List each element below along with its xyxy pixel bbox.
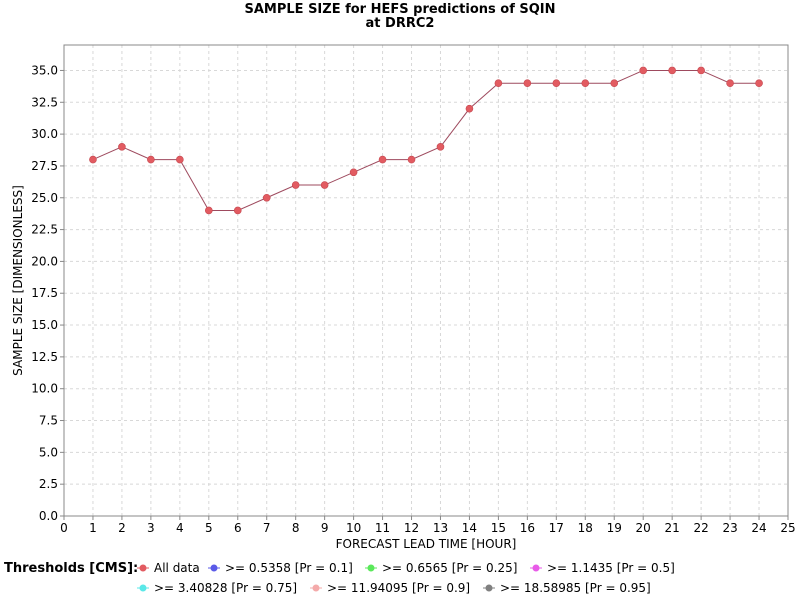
data-point bbox=[610, 79, 619, 87]
y-axis-label: SAMPLE SIZE [DIMENSIONLESS] bbox=[11, 185, 25, 376]
y-tick-label: 7.5 bbox=[39, 414, 58, 428]
legend-label: >= 1.1435 [Pr = 0.5] bbox=[547, 561, 675, 575]
data-point bbox=[262, 193, 271, 202]
x-tick-label: 9 bbox=[321, 521, 329, 535]
plot-area bbox=[63, 44, 789, 517]
data-point bbox=[494, 79, 503, 87]
data-point bbox=[233, 206, 242, 215]
data-point bbox=[89, 155, 97, 164]
data-point bbox=[349, 168, 358, 177]
data-point bbox=[407, 155, 416, 164]
x-tick-label: 17 bbox=[549, 521, 564, 535]
data-point bbox=[697, 66, 705, 75]
series bbox=[89, 66, 763, 215]
y-axis: 0.0 2.5 5.0 7.5 10.0 12.5 15.0 17.5 20.0 22.5 25.0… bbox=[31, 63, 64, 523]
x-tick-label: 1 bbox=[89, 521, 97, 535]
legend-marker-swatch bbox=[139, 584, 147, 592]
y-tick-label: 10.0 bbox=[31, 382, 58, 396]
data-point bbox=[726, 79, 734, 87]
x-tick-label: 18 bbox=[578, 521, 593, 535]
legend-marker-swatch bbox=[532, 564, 540, 572]
data-point bbox=[581, 79, 590, 87]
x-tick-label: 23 bbox=[722, 521, 737, 535]
legend-entry: >= 18.58985 [Pr = 0.95] bbox=[483, 581, 651, 595]
x-tick-label: 25 bbox=[780, 521, 795, 535]
legend-marker-swatch bbox=[312, 584, 320, 592]
grid bbox=[64, 45, 789, 516]
y-tick-label: 17.5 bbox=[31, 286, 58, 300]
legend-entry: >= 3.40828 [Pr = 0.75] bbox=[137, 581, 297, 595]
legend-title: Thresholds [CMS]: bbox=[4, 561, 138, 576]
legend-marker-swatch bbox=[210, 564, 218, 572]
y-tick-label: 12.5 bbox=[31, 350, 58, 364]
data-point bbox=[378, 155, 387, 164]
legend-entry: >= 0.6565 [Pr = 0.25] bbox=[365, 561, 517, 575]
x-tick-label: 19 bbox=[607, 521, 622, 535]
y-tick-label: 15.0 bbox=[31, 318, 58, 332]
data-point bbox=[523, 79, 532, 87]
y-tick-label: 22.5 bbox=[31, 223, 58, 237]
data-point bbox=[755, 79, 763, 87]
x-tick-label: 11 bbox=[375, 521, 390, 535]
x-tick-label: 14 bbox=[462, 521, 477, 535]
data-point bbox=[118, 143, 126, 151]
legend-entry: >= 1.1435 [Pr = 0.5] bbox=[530, 561, 675, 575]
x-tick-label: 22 bbox=[693, 521, 708, 535]
data-point bbox=[320, 181, 329, 189]
legend-marker-swatch bbox=[485, 584, 493, 592]
y-tick-label: 27.5 bbox=[31, 159, 58, 173]
legend-entry: >= 11.94095 [Pr = 0.9] bbox=[310, 581, 470, 595]
data-point bbox=[465, 104, 474, 113]
legend-label: >= 11.94095 [Pr = 0.9] bbox=[327, 581, 470, 595]
y-tick-label: 25.0 bbox=[31, 191, 58, 205]
y-tick-label: 32.5 bbox=[31, 95, 58, 109]
x-tick-label: 20 bbox=[636, 521, 651, 535]
y-tick-label: 35.0 bbox=[31, 63, 58, 77]
x-tick-label: 16 bbox=[520, 521, 535, 535]
legend-marker-swatch bbox=[139, 564, 147, 572]
legend-label: >= 3.40828 [Pr = 0.75] bbox=[154, 581, 297, 595]
x-tick-label: 6 bbox=[234, 521, 242, 535]
y-tick-label: 2.5 bbox=[39, 477, 58, 491]
legend: Thresholds [CMS]: All data >= 0.5358 [Pr … bbox=[4, 561, 675, 595]
series-line bbox=[92, 69, 760, 211]
x-tick-label: 12 bbox=[404, 521, 419, 535]
legend-label: All data bbox=[154, 561, 200, 575]
x-tick-label: 21 bbox=[665, 521, 680, 535]
x-tick-label: 2 bbox=[118, 521, 126, 535]
chart-title-line1: SAMPLE SIZE for HEFS predictions of SQIN bbox=[244, 2, 555, 17]
y-tick-label: 0.0 bbox=[39, 509, 58, 523]
legend-entry: All data bbox=[137, 561, 200, 575]
data-point bbox=[291, 181, 300, 189]
legend-label: >= 0.5358 [Pr = 0.1] bbox=[225, 561, 353, 575]
x-tick-label: 3 bbox=[147, 521, 155, 535]
data-point bbox=[552, 79, 561, 87]
legend-label: >= 18.58985 [Pr = 0.95] bbox=[500, 581, 651, 595]
y-tick-label: 30.0 bbox=[31, 127, 58, 141]
x-tick-label: 4 bbox=[176, 521, 184, 535]
data-point bbox=[668, 66, 676, 75]
data-point bbox=[639, 66, 648, 75]
x-tick-label: 8 bbox=[292, 521, 300, 535]
chart-title-line2: at DRRC2 bbox=[366, 16, 435, 31]
y-tick-label: 20.0 bbox=[31, 254, 58, 268]
x-tick-label: 0 bbox=[60, 521, 68, 535]
legend-label: >= 0.6565 [Pr = 0.25] bbox=[382, 561, 517, 575]
data-point bbox=[205, 206, 213, 215]
x-tick-label: 7 bbox=[263, 521, 271, 535]
x-axis: 0 1 2 3 4 5 6 7 8 9 10 11 12 13 14 15 16 17 18 19 20 21 22 23 24… bbox=[60, 516, 796, 535]
legend-marker-swatch bbox=[367, 564, 375, 572]
x-tick-label: 15 bbox=[491, 521, 506, 535]
y-tick-label: 5.0 bbox=[39, 445, 58, 459]
x-tick-label: 13 bbox=[433, 521, 448, 535]
data-point bbox=[176, 155, 184, 164]
data-point bbox=[436, 143, 445, 151]
data-point bbox=[147, 155, 155, 164]
x-tick-label: 24 bbox=[751, 521, 766, 535]
x-tick-label: 5 bbox=[205, 521, 213, 535]
x-tick-label: 10 bbox=[346, 521, 361, 535]
x-axis-label: FORECAST LEAD TIME [HOUR] bbox=[336, 537, 517, 551]
legend-entry: >= 0.5358 [Pr = 0.1] bbox=[208, 561, 353, 575]
